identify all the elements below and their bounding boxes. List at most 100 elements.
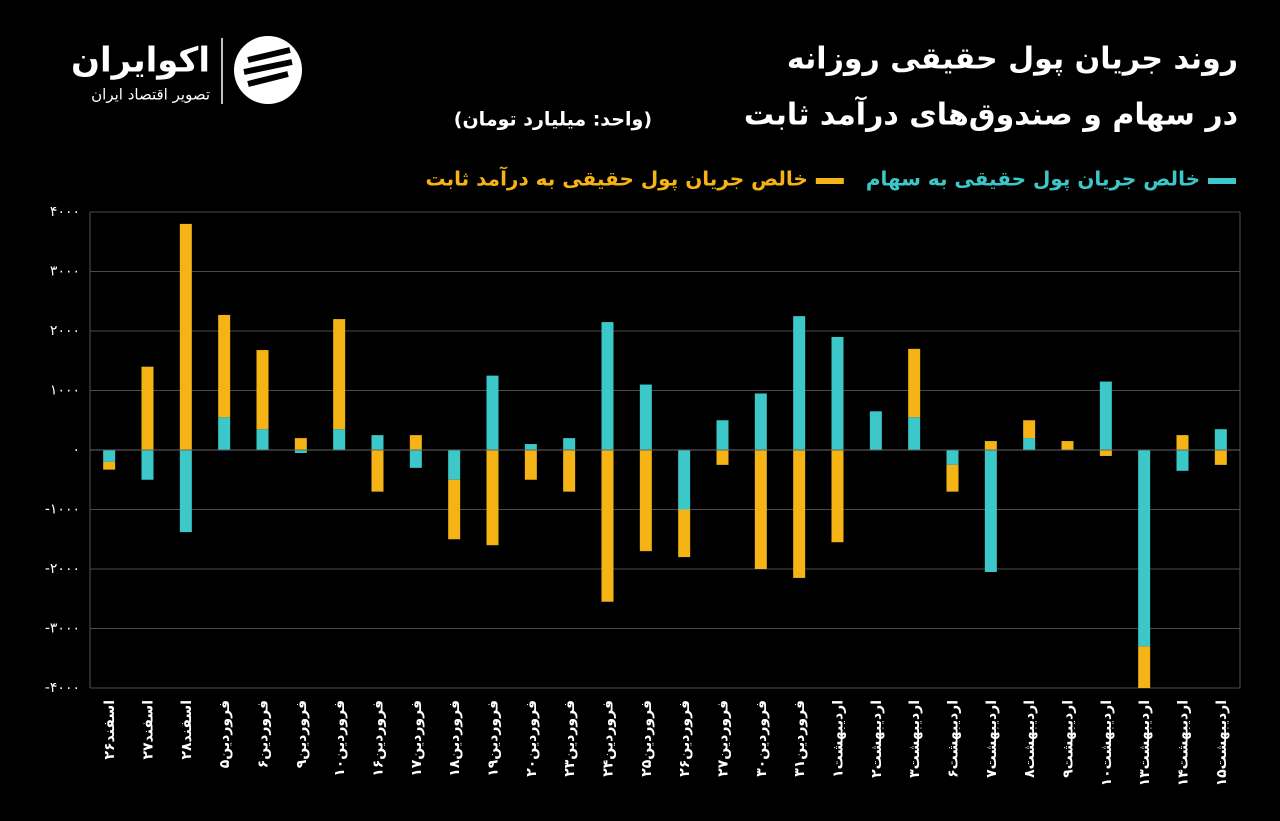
bar [409, 435, 422, 450]
bar [179, 223, 192, 450]
x-tick-label: اردیبهشت۱۵ [1214, 700, 1230, 786]
legend-label: خالص جریان پول حقیقی به درآمد ثابت [425, 166, 807, 192]
x-tick-label: فروردین۱۰ [332, 700, 348, 777]
x-tick-label: اسفند۲۷ [141, 700, 157, 760]
bar [371, 435, 384, 450]
x-tick-label: اردیبهشت۱۴ [1176, 700, 1192, 786]
x-tick-label: اردیبهشت۲ [869, 700, 885, 778]
y-tick-label: ۴۰۰۰ [50, 204, 80, 220]
bar [1023, 420, 1036, 439]
bar [218, 417, 231, 450]
brand-tagline: تصویر اقتصاد ایران [91, 86, 210, 104]
y-tick-label: ۱۰۰۰ [50, 383, 80, 399]
legend-label: خالص جریان پول حقیقی به سهام [866, 167, 1200, 192]
bar [1176, 435, 1189, 450]
bar [486, 450, 499, 546]
bar [601, 322, 614, 450]
x-tick-label: فروردین۲۷ [716, 700, 732, 777]
bar [371, 450, 384, 492]
bar [103, 461, 116, 470]
y-tick-label: -۴۰۰۰ [45, 680, 80, 696]
bar [141, 366, 154, 450]
x-tick-label: اردیبهشت۳ [907, 700, 923, 778]
bar [1099, 381, 1112, 450]
x-tick-label: فروردین۳۱ [792, 700, 808, 777]
bar [409, 450, 422, 468]
bar [869, 411, 882, 450]
bar [716, 450, 729, 465]
bar [716, 420, 729, 450]
chart-subtitle: در سهام و صندوق‌های درآمد ثابت [744, 96, 1238, 133]
x-tick-label: فروردین۳۰ [754, 700, 770, 777]
bar [678, 450, 691, 510]
x-tick-label: فروردین۱۶ [371, 700, 387, 777]
y-tick-label: -۳۰۰۰ [45, 621, 80, 637]
bar [1214, 429, 1227, 450]
x-tick-label: فروردین۱۷ [409, 700, 425, 777]
x-tick-label: اردیبهشت۶ [946, 700, 962, 778]
bar [678, 509, 691, 558]
bar [256, 350, 269, 430]
x-tick-label: اردیبهشت۸ [1022, 700, 1038, 778]
bar [179, 450, 192, 533]
bar [1138, 450, 1151, 647]
bar [218, 314, 231, 418]
bar [448, 479, 461, 540]
x-tick-label: اسفند۲۸ [179, 700, 195, 760]
bar [563, 450, 576, 492]
bar [1138, 646, 1151, 688]
bar [333, 319, 346, 430]
x-tick-label: فروردین۶ [256, 700, 272, 768]
y-tick-label: ۲۰۰۰ [50, 323, 80, 339]
bar [946, 450, 959, 465]
x-tick-label: فروردین۲۴ [601, 700, 617, 777]
bar [256, 429, 269, 450]
bar [294, 438, 307, 450]
x-tick-label: فروردین۹ [294, 700, 310, 768]
bar [639, 450, 652, 552]
y-tick-label: -۱۰۰۰ [45, 502, 80, 518]
bar [754, 393, 767, 450]
bar [141, 450, 154, 480]
logo-stripes [243, 47, 293, 87]
y-tick-label: ۰ [72, 442, 80, 458]
x-tick-label: فروردین۱۹ [486, 700, 502, 777]
bar [793, 316, 806, 450]
y-tick-label: ۳۰۰۰ [50, 264, 80, 280]
bar [984, 450, 997, 572]
x-tick-label: اردیبهشت۷ [984, 700, 1000, 778]
bar [831, 450, 844, 543]
legend-swatch [815, 178, 844, 184]
legend-swatch [1208, 178, 1236, 184]
bar [1099, 450, 1112, 456]
x-tick-label: فروردین۲۰ [524, 700, 540, 777]
x-tick-label: اسفند۲۶ [102, 700, 118, 760]
x-tick-label: فروردین۲۵ [639, 700, 655, 777]
bar [103, 450, 116, 462]
bar [908, 348, 921, 418]
x-tick-label: فروردین۲۳ [562, 700, 578, 777]
bar [486, 375, 499, 450]
bar [754, 450, 767, 569]
x-tick-label: اردیبهشت۹ [1061, 700, 1077, 778]
chart-title: روند جریان پول حقیقی روزانه [787, 42, 1238, 77]
bar [563, 438, 576, 450]
bar [524, 450, 537, 480]
bar [793, 450, 806, 578]
y-tick-label: -۲۰۰۰ [45, 561, 80, 577]
bar [333, 429, 346, 450]
brand-name: اکوایران [71, 41, 210, 81]
x-tick-label: اردیبهشت۱۰ [1099, 700, 1115, 786]
bar [639, 384, 652, 450]
bar [601, 450, 614, 602]
bar [1023, 438, 1036, 450]
x-tick-label: اردیبهشت۱ [831, 700, 847, 778]
x-tick-label: فروردین۲۶ [677, 700, 693, 777]
x-tick-label: فروردین۱۸ [447, 700, 463, 777]
bar [946, 464, 959, 492]
bar [984, 441, 997, 450]
bar [524, 444, 537, 450]
x-tick-label: اردیبهشت۱۳ [1137, 700, 1153, 786]
bar [908, 417, 921, 450]
